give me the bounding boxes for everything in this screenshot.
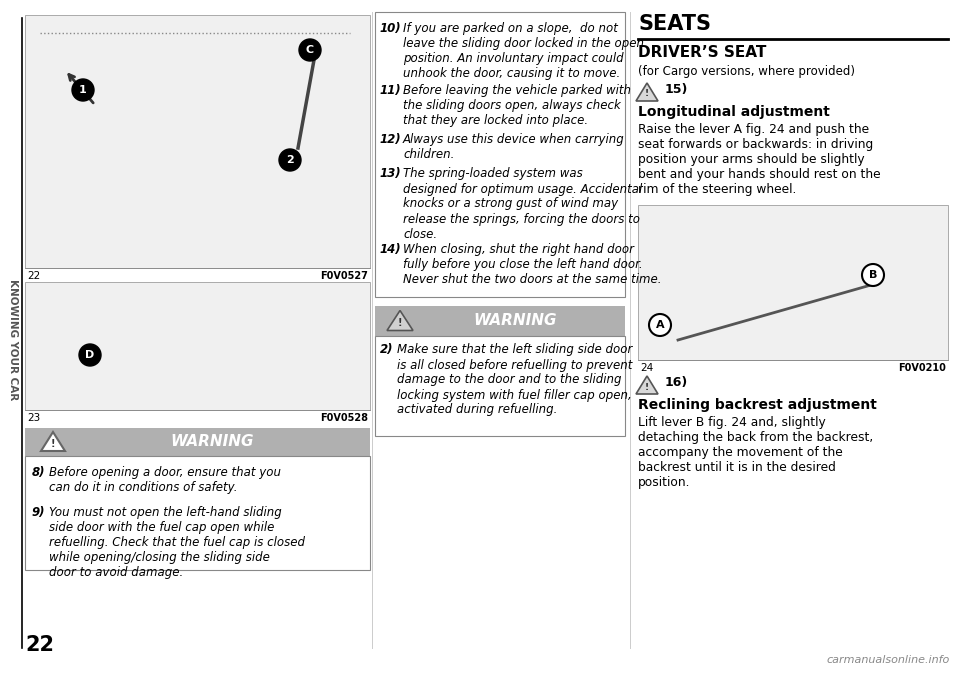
Text: The spring-loaded system was
designed for optimum usage. Accidental
knocks or a : The spring-loaded system was designed fo… [403, 167, 642, 241]
Text: 10): 10) [380, 22, 401, 35]
Text: You must not open the left-hand sliding
side door with the fuel cap open while
r: You must not open the left-hand sliding … [49, 506, 305, 579]
Text: WARNING: WARNING [171, 435, 254, 450]
Circle shape [862, 264, 884, 286]
Polygon shape [636, 83, 658, 101]
Text: 23: 23 [27, 413, 40, 423]
Text: When closing, shut the right hand door
fully before you close the left hand door: When closing, shut the right hand door f… [403, 243, 661, 286]
Text: 12): 12) [380, 132, 401, 146]
Text: DRIVER’S SEAT: DRIVER’S SEAT [638, 45, 766, 60]
Text: F0V0528: F0V0528 [320, 413, 368, 423]
Text: 2: 2 [286, 155, 294, 165]
Text: F0V0527: F0V0527 [320, 271, 368, 281]
Text: Longitudinal adjustment: Longitudinal adjustment [638, 105, 829, 119]
Bar [375, 306, 625, 336]
Text: Before opening a door, ensure that you
can do it in conditions of safety.: Before opening a door, ensure that you c… [49, 466, 281, 494]
Circle shape [279, 149, 301, 171]
Text: Always use this device when carrying
children.: Always use this device when carrying chi… [403, 132, 625, 161]
Circle shape [72, 79, 94, 101]
Bar [25, 15, 370, 268]
Bar [25, 282, 370, 410]
Text: 24: 24 [640, 363, 653, 373]
Text: Make sure that the left sliding side door
is all closed before refuelling to pre: Make sure that the left sliding side doo… [397, 344, 633, 416]
Text: 22: 22 [27, 271, 40, 281]
Circle shape [649, 314, 671, 336]
Circle shape [79, 344, 101, 366]
Polygon shape [41, 432, 65, 451]
Text: carmanualsonline.info: carmanualsonline.info [827, 655, 950, 665]
Bar [25, 428, 370, 456]
Text: !: ! [397, 317, 402, 327]
Text: !: ! [645, 89, 649, 98]
Text: 22: 22 [25, 635, 54, 655]
Text: Reclining backrest adjustment: Reclining backrest adjustment [638, 398, 876, 412]
Text: !: ! [645, 382, 649, 391]
Text: Raise the lever A fig. 24 and push the
seat forwards or backwards: in driving
po: Raise the lever A fig. 24 and push the s… [638, 123, 880, 196]
Text: A: A [656, 320, 664, 330]
Text: 15): 15) [665, 83, 688, 96]
Text: Lift lever B fig. 24 and, slightly
detaching the back from the backrest,
accompa: Lift lever B fig. 24 and, slightly detac… [638, 416, 874, 489]
Text: WARNING: WARNING [473, 313, 557, 328]
Bar [375, 336, 625, 435]
Text: 11): 11) [380, 84, 401, 97]
Text: F0V0210: F0V0210 [899, 363, 946, 373]
Text: 2): 2) [380, 344, 394, 357]
Text: 1: 1 [79, 85, 86, 95]
Text: Before leaving the vehicle parked with
the sliding doors open, always check
that: Before leaving the vehicle parked with t… [403, 84, 631, 127]
Text: KNOWING YOUR CAR: KNOWING YOUR CAR [8, 279, 18, 401]
Text: C: C [306, 45, 314, 55]
Text: D: D [85, 350, 95, 360]
Text: SEATS: SEATS [638, 14, 711, 34]
Text: B: B [869, 270, 877, 280]
Circle shape [299, 39, 321, 61]
Text: !: ! [51, 439, 56, 449]
Bar [25, 456, 370, 570]
Text: If you are parked on a slope,  do not
leave the sliding door locked in the open
: If you are parked on a slope, do not lea… [403, 22, 644, 80]
Text: 13): 13) [380, 167, 401, 180]
Polygon shape [636, 376, 658, 394]
Text: (for Cargo versions, where provided): (for Cargo versions, where provided) [638, 65, 855, 78]
Polygon shape [387, 311, 413, 330]
Text: 14): 14) [380, 243, 401, 256]
Bar [638, 205, 948, 360]
Bar [375, 12, 625, 296]
Text: 9): 9) [32, 506, 45, 519]
Text: 16): 16) [665, 376, 688, 389]
Text: 8): 8) [32, 466, 45, 479]
